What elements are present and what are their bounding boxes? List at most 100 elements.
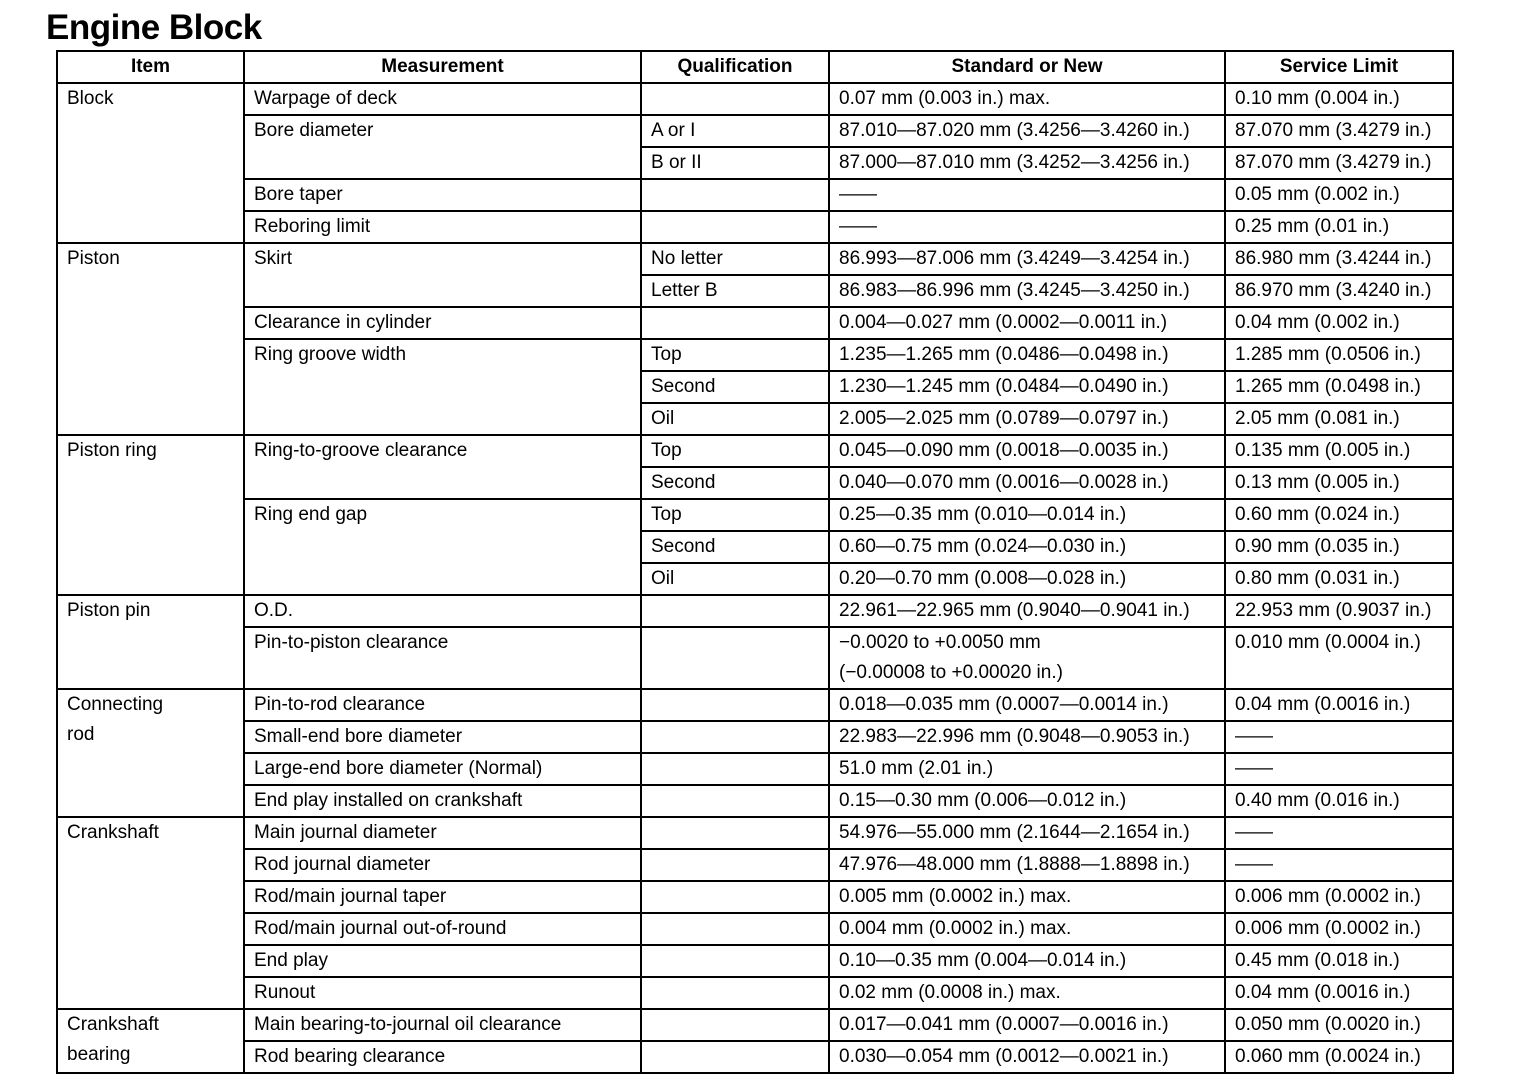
measurement: Ring-to-groove clearance (254, 440, 468, 461)
standard: 0.60—0.75 mm (0.024—0.030 in.) (839, 536, 1127, 557)
limit-cell: 0.04 mm (0.0016 in.) (1224, 976, 1454, 1010)
measurement: Main bearing-to-journal oil clearance (254, 1014, 562, 1035)
measurement: Skirt (254, 248, 292, 269)
measurement-cell: Rod/main journal out-of-round (243, 912, 642, 946)
limit-cell: 0.13 mm (0.005 in.) (1224, 466, 1454, 500)
measurement: Rod/main journal out-of-round (254, 918, 507, 939)
measurement: Runout (254, 982, 316, 1003)
standard-cell: 0.004 mm (0.0002 in.) max. (828, 912, 1226, 946)
measurement-cell: Pin-to-piston clearance (243, 626, 642, 690)
qualification-cell (640, 848, 830, 882)
table-row: Connecting rod Pin-to-rod clearance 0.018—… (56, 688, 1454, 818)
table-row: Crankshaft bearing Main bearing-to-journa… (56, 1008, 1454, 1074)
standard-cell: —— (828, 178, 1226, 212)
column-header: Qualification (640, 50, 830, 84)
standard: 0.004 mm (0.0002 in.) max. (839, 918, 1072, 939)
service-limit: 87.070 mm (3.4279 in.) (1235, 120, 1432, 141)
limit-cell: 0.80 mm (0.031 in.) (1224, 562, 1454, 596)
table-row: Second 0.60—0.75 mm (0.024—0.030 in.) 0.90… (57, 530, 1454, 564)
service-limit: —— (1235, 822, 1273, 843)
limit-cell: 1.285 mm (0.0506 in.) (1224, 338, 1454, 372)
measurement: Rod journal diameter (254, 854, 431, 875)
measurement-cell: Rod/main journal taper (243, 880, 642, 914)
measurement-cell: Warpage of deck (243, 82, 642, 116)
limit-cell: 0.135 mm (0.005 in.) (1224, 434, 1454, 468)
table-row: Pin-to-piston clearance −0.0020 to +0.005… (57, 626, 1454, 690)
table-row: Block Warpage of deck 0.07 mm (0.003 in.) … (56, 82, 1454, 244)
table-row: Piston pin O.D. 22.961—22.965 mm (0.9040—0… (56, 594, 1454, 690)
column-header: Standard or New (828, 50, 1226, 84)
qualification: Letter B (651, 280, 718, 301)
qualification: A or I (651, 120, 696, 141)
measurement: Rod/main journal taper (254, 886, 447, 907)
service-limit: 0.060 mm (0.0024 in.) (1235, 1046, 1421, 1067)
measurement-cell: Pin-to-rod clearance (243, 688, 642, 722)
standard-line: (−0.00008 to +0.00020 in.) (839, 662, 1063, 683)
qualification: No letter (651, 248, 723, 269)
limit-cell: 0.010 mm (0.0004 in.) (1224, 626, 1454, 690)
table-row: Ring groove width Top 1.235—1.265 mm (0.04… (57, 338, 1454, 436)
qualification: Second (651, 376, 716, 397)
standard-cell: 1.230—1.245 mm (0.0484—0.0490 in.) (828, 370, 1226, 404)
item: Crankshaft bearing (67, 1014, 159, 1065)
measurement-cell: End play installed on crankshaft (243, 784, 642, 818)
limit-cell: —— (1224, 848, 1454, 882)
qualification: Top (651, 440, 682, 461)
measurement-cell: Bore taper (243, 178, 642, 212)
header-row: Item Measurement Qualification Standard or … (56, 50, 1454, 84)
limit-cell: 0.04 mm (0.002 in.) (1224, 306, 1454, 340)
standard: 0.10—0.35 mm (0.004—0.014 in.) (839, 950, 1127, 971)
qualification-cell (640, 784, 830, 818)
table-row: Small-end bore diameter 22.983—22.996 mm … (57, 720, 1454, 754)
standard: 0.004—0.027 mm (0.0002—0.0011 in.) (839, 312, 1168, 333)
table-row: Rod/main journal taper 0.005 mm (0.0002 i… (57, 880, 1454, 914)
measurement-cell: Reboring limit (243, 210, 642, 244)
limit-cell: 87.070 mm (3.4279 in.) (1224, 114, 1454, 148)
column-header: Item (56, 50, 245, 84)
measurement: End play installed on crankshaft (254, 790, 523, 811)
service-limit: 2.05 mm (0.081 in.) (1235, 408, 1400, 429)
service-limit: 0.10 mm (0.004 in.) (1235, 88, 1400, 109)
item-cell: Piston (56, 242, 245, 436)
qualification-cell: Letter B (640, 274, 830, 308)
qualification: Oil (651, 568, 675, 589)
standard-cell: 51.0 mm (2.01 in.) (828, 752, 1226, 786)
standard: 0.045—0.090 mm (0.0018—0.0035 in.) (839, 440, 1169, 461)
measurement-cell: Rod bearing clearance (243, 1040, 642, 1074)
service-limit: 0.45 mm (0.018 in.) (1235, 950, 1400, 971)
standard: 0.25—0.35 mm (0.010—0.014 in.) (839, 504, 1127, 525)
qualification-cell: B or II (640, 146, 830, 180)
measurement-cell: O.D. (243, 594, 642, 628)
standard-cell: 0.045—0.090 mm (0.0018—0.0035 in.) (828, 434, 1226, 468)
service-limit: 0.04 mm (0.0016 in.) (1235, 982, 1411, 1003)
table-row: Reboring limit —— 0.25 mm (0.01 in.) (57, 210, 1454, 244)
service-limit: 22.953 mm (0.9037 in.) (1235, 600, 1432, 621)
standard: 0.018—0.035 mm (0.0007—0.0014 in.) (839, 694, 1169, 715)
standard: 0.15—0.30 mm (0.006—0.012 in.) (839, 790, 1127, 811)
qualification-cell: A or I (640, 114, 830, 148)
standard-cell: 0.20—0.70 mm (0.008—0.028 in.) (828, 562, 1226, 596)
service-limit: 0.90 mm (0.035 in.) (1235, 536, 1400, 557)
qualification-cell: Oil (640, 562, 830, 596)
measurement: Main journal diameter (254, 822, 437, 843)
standard: 86.993—87.006 mm (3.4249—3.4254 in.) (839, 248, 1190, 269)
table-row: Letter B 86.983—86.996 mm (3.4245—3.4250 … (57, 274, 1454, 308)
measurement-cell: Ring end gap (243, 498, 642, 596)
item: Piston pin (67, 600, 151, 621)
measurement-cell: Large-end bore diameter (Normal) (243, 752, 642, 786)
limit-cell: 0.60 mm (0.024 in.) (1224, 498, 1454, 532)
standard-cell: 0.018—0.035 mm (0.0007—0.0014 in.) (828, 688, 1226, 722)
standard: 0.040—0.070 mm (0.0016—0.0028 in.) (839, 472, 1169, 493)
qualification-cell: Top (640, 338, 830, 372)
standard-cell: 86.983—86.996 mm (3.4245—3.4250 in.) (828, 274, 1226, 308)
qualification-cell (640, 1040, 830, 1074)
item-cell: Block (56, 82, 245, 244)
standard-cell: 0.15—0.30 mm (0.006—0.012 in.) (828, 784, 1226, 818)
measurement-cell: Skirt (243, 242, 642, 308)
qualification: Top (651, 504, 682, 525)
qualification-cell (640, 594, 830, 628)
limit-cell: 0.90 mm (0.035 in.) (1224, 530, 1454, 564)
service-limit: —— (1235, 854, 1273, 875)
standard-line: −0.0020 to +0.0050 mm (839, 632, 1041, 653)
